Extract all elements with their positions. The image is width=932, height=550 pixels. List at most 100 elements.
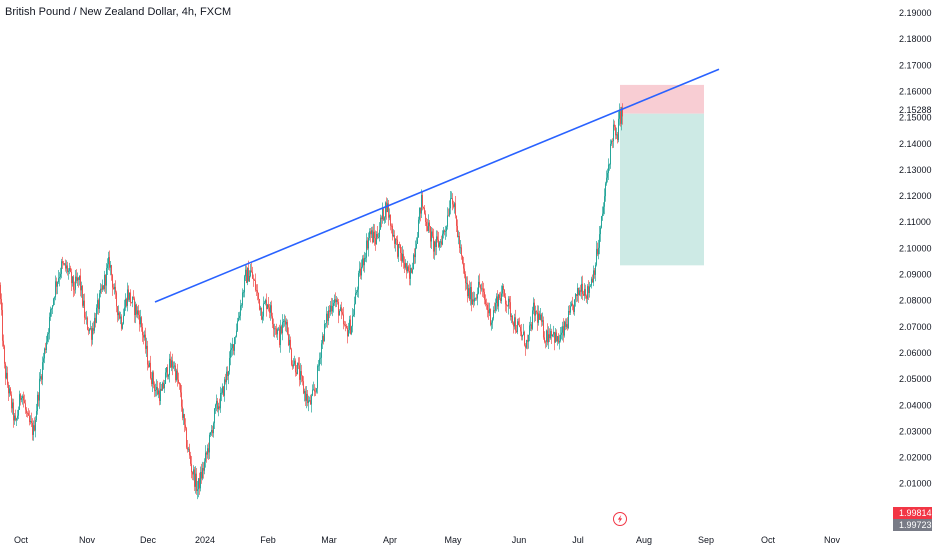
candle-body — [381, 217, 382, 220]
candle-body — [604, 196, 605, 207]
candle-body — [261, 307, 262, 320]
candle-body — [27, 412, 28, 414]
candle-body — [336, 299, 337, 303]
candle-body — [482, 288, 483, 290]
candle-body — [434, 241, 435, 252]
candle-body — [319, 358, 320, 366]
candle-body — [621, 107, 622, 124]
candle-body — [327, 313, 328, 321]
candle-body — [451, 198, 452, 200]
candle-body — [378, 237, 379, 238]
candle-body — [137, 310, 138, 315]
candle-body — [520, 326, 521, 332]
candle-body — [553, 331, 554, 335]
entry-price-label: 2.15288 — [899, 105, 932, 115]
candle-body — [531, 324, 532, 329]
candle-body — [574, 299, 575, 312]
candle-body — [297, 362, 298, 375]
candle-body — [452, 198, 453, 205]
candle-body — [596, 248, 597, 265]
candle-body — [494, 310, 495, 311]
candle-body — [288, 333, 289, 346]
candle-body — [322, 335, 323, 344]
candle-body — [217, 400, 218, 410]
candle-body — [123, 315, 124, 324]
candle-body — [456, 215, 457, 226]
candle-body — [470, 287, 471, 300]
candle-body — [618, 118, 619, 141]
candle-body — [85, 317, 86, 319]
candle-body — [436, 236, 437, 247]
candle-body — [334, 299, 335, 304]
candle-body — [514, 317, 515, 327]
price-axis[interactable]: 2.19000 2.18000 2.17000 2.16000 2.15000 2.140… — [893, 8, 932, 531]
candle-body — [79, 275, 80, 281]
candle-body — [576, 294, 577, 297]
candle-body — [128, 289, 129, 300]
trendline-group[interactable] — [154, 68, 720, 303]
candle-body — [122, 323, 123, 329]
candle-body — [300, 371, 301, 380]
candle-body — [400, 244, 401, 254]
take-profit-zone[interactable] — [620, 113, 704, 266]
candle-body — [19, 394, 20, 410]
candle-body — [287, 321, 288, 334]
lightning-icon[interactable] — [613, 512, 627, 526]
candle-body — [321, 343, 322, 358]
candle-body — [82, 286, 83, 306]
candle-body — [307, 393, 308, 404]
candle-body — [35, 420, 36, 431]
candle-body — [299, 365, 300, 380]
candle-body — [423, 206, 424, 208]
candle-body — [111, 265, 112, 276]
candle-body — [567, 324, 568, 328]
candle-body — [332, 306, 333, 312]
candle-body — [586, 295, 587, 299]
candle-body — [335, 299, 336, 303]
candle-body — [410, 267, 411, 279]
candle-body — [429, 222, 430, 227]
candle-body — [403, 253, 404, 263]
candle-body — [346, 325, 347, 328]
candle-body — [10, 388, 11, 395]
candle-body — [439, 242, 440, 247]
candle-body — [611, 140, 612, 144]
candle-body — [96, 307, 97, 323]
candle-body — [157, 387, 158, 395]
candle-body — [426, 221, 427, 227]
candle-body — [353, 314, 354, 317]
symbol-title[interactable]: British Pound / New Zealand Dollar, 4h, … — [5, 6, 232, 18]
candle-body — [45, 348, 46, 350]
candle-body — [369, 231, 370, 238]
time-tick-label: Apr — [383, 535, 397, 545]
candle-body — [476, 297, 477, 299]
last-price-badge[interactable] — [893, 507, 932, 519]
candle-body — [0, 284, 1, 300]
candle-body — [244, 276, 245, 293]
candle-body — [178, 379, 179, 383]
candle-body — [338, 302, 339, 316]
candle-body — [411, 267, 412, 273]
candle-body — [463, 263, 464, 269]
candle-body — [20, 394, 21, 400]
candle-body — [129, 292, 130, 300]
price-tick-label: 2.03000 — [899, 426, 932, 436]
stop-loss-zone[interactable] — [620, 84, 704, 114]
candle-body — [49, 316, 50, 333]
candle-body — [162, 382, 163, 391]
icon-layer[interactable] — [613, 512, 627, 526]
candle-body — [473, 299, 474, 302]
candle-body — [518, 321, 519, 325]
candle-body — [120, 316, 121, 319]
time-axis[interactable]: Oct Nov Dec 2024 Feb Mar Apr May Jun Jul Aug Sep Oct… — [14, 535, 841, 545]
candle-body — [2, 310, 3, 341]
candle-body — [306, 393, 307, 401]
time-tick-label: Dec — [140, 535, 157, 545]
candle-body — [264, 302, 265, 304]
candle-body — [352, 316, 353, 327]
candle-body — [313, 389, 314, 391]
prev-close-badge[interactable] — [893, 519, 932, 531]
trendline[interactable] — [154, 68, 720, 303]
